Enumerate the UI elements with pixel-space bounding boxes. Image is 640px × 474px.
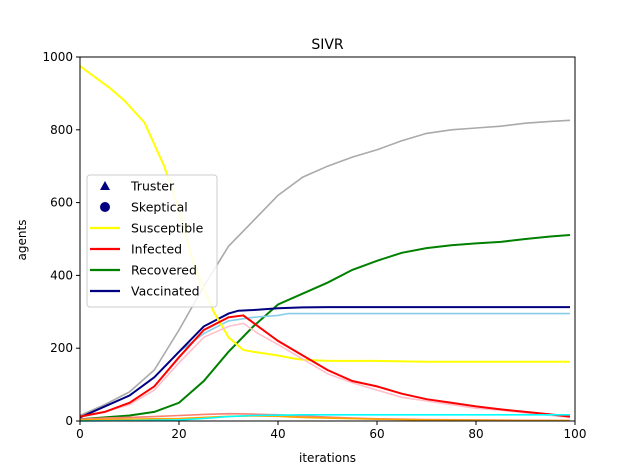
legend-triangle-marker [100,181,110,190]
series-line-unlabeled-2 [79,312,570,419]
legend-label-susceptible: Susceptible [131,221,204,236]
x-tick-label: 100 [564,427,587,441]
x-tick-label: 40 [270,427,285,441]
y-tick-label: 200 [50,341,73,355]
legend: Truster Skeptical Susceptible Infected Recov… [86,174,218,308]
x-axis-label: iterations [299,451,356,465]
legend-circle-marker [100,202,110,212]
x-tick-label: 0 [76,427,84,441]
x-tick-label: 60 [369,427,384,441]
legend-label-vaccinated: Vaccinated [131,284,200,299]
axes-frame [79,56,576,422]
series-line-recovered [79,234,571,421]
y-tick-label: 400 [50,268,73,282]
series-line-infected [79,314,571,418]
legend-label-truster: Truster [130,179,175,194]
chart-title: SIVR [311,37,344,53]
series-line-vaccinated [79,306,570,419]
legend-label-infected: Infected [131,242,182,257]
x-tick-label: 80 [468,427,483,441]
y-tick-label: 1000 [42,50,73,64]
series-line-unlabeled-9 [79,414,570,422]
y-tick-label: 800 [50,123,73,137]
y-axis-label: agents [15,220,29,261]
legend-label-recovered: Recovered [131,263,197,278]
series-line-unlabeled-0 [79,119,571,417]
series-line-unlabeled-5 [79,322,571,419]
legend-box [86,174,218,308]
legend-label-skeptical: Skeptical [131,200,188,215]
series-line-susceptible [79,65,570,363]
x-tick-label: 20 [171,427,186,441]
y-tick-label: 0 [65,414,73,428]
y-tick-label: 600 [50,196,73,210]
